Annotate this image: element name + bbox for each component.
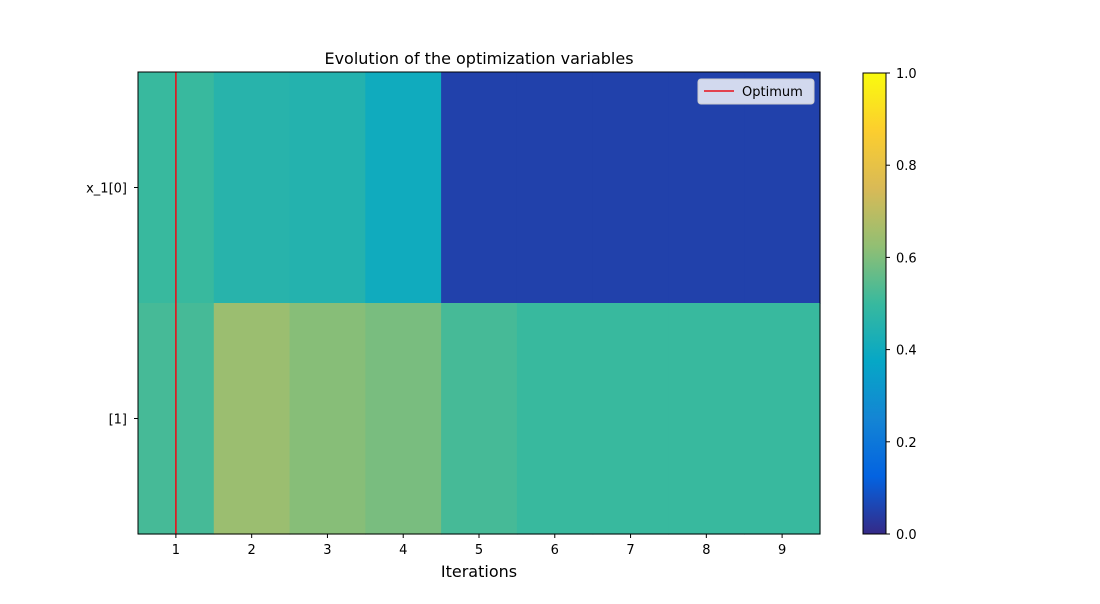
x-tick-label: 5 [475,543,483,558]
heatmap-cell [744,72,821,304]
heatmap-cell [516,72,594,304]
y-axis-ticks: x_1[0] [1] [86,182,138,428]
y-tick-label: [1] [109,413,127,428]
x-tick-label: 8 [702,543,710,558]
legend-box [697,78,815,105]
heatmap-cell [668,303,745,535]
heatmap-cell [289,303,366,535]
colorbar-tick-label: 0.6 [896,251,917,266]
x-tick-label: 6 [551,543,559,558]
x-tick-label: 9 [778,543,786,558]
x-tick-label: 1 [172,543,180,558]
heatmap-cell [213,303,291,535]
chart-title: Evolution of the optimization variables [324,49,633,68]
colorbar-tick-label: 0.4 [896,344,917,359]
colorbar-tick-label: 1.0 [896,67,917,82]
heatmap-cell [592,303,670,535]
heatmap-cell [441,303,518,535]
colorbar-tick-label: 0.2 [896,436,917,451]
colorbar: 0.0 0.2 0.4 0.6 0.8 1.0 [862,67,917,543]
x-axis-label: Iterations [441,562,517,581]
legend-label-optimum: Optimum [742,85,803,100]
colorbar-ticks: 0.0 0.2 0.4 0.6 0.8 1.0 [886,67,917,543]
heatmap-cell [744,303,821,535]
heatmap-cell [365,303,442,535]
colorbar-tick-label: 0.8 [896,159,917,174]
y-tick-label: x_1[0] [86,182,127,197]
heatmap-cells [138,72,821,535]
x-tick-label: 3 [323,543,331,558]
heatmap-cell [213,72,291,304]
heatmap-cell [516,303,594,535]
x-tick-label: 4 [399,543,407,558]
heatmap-cell [289,72,366,304]
legend: Optimum [697,78,815,105]
heatmap-cell [592,72,670,304]
colorbar-tick-label: 0.0 [896,528,917,543]
heatmap-cell [441,72,518,304]
colorbar-gradient [862,72,887,535]
x-axis-ticks: 1 2 3 4 5 6 7 8 9 [172,534,786,558]
heatmap-cell [668,72,745,304]
x-tick-label: 7 [626,543,634,558]
heatmap-cell [365,72,442,304]
x-tick-label: 2 [248,543,256,558]
